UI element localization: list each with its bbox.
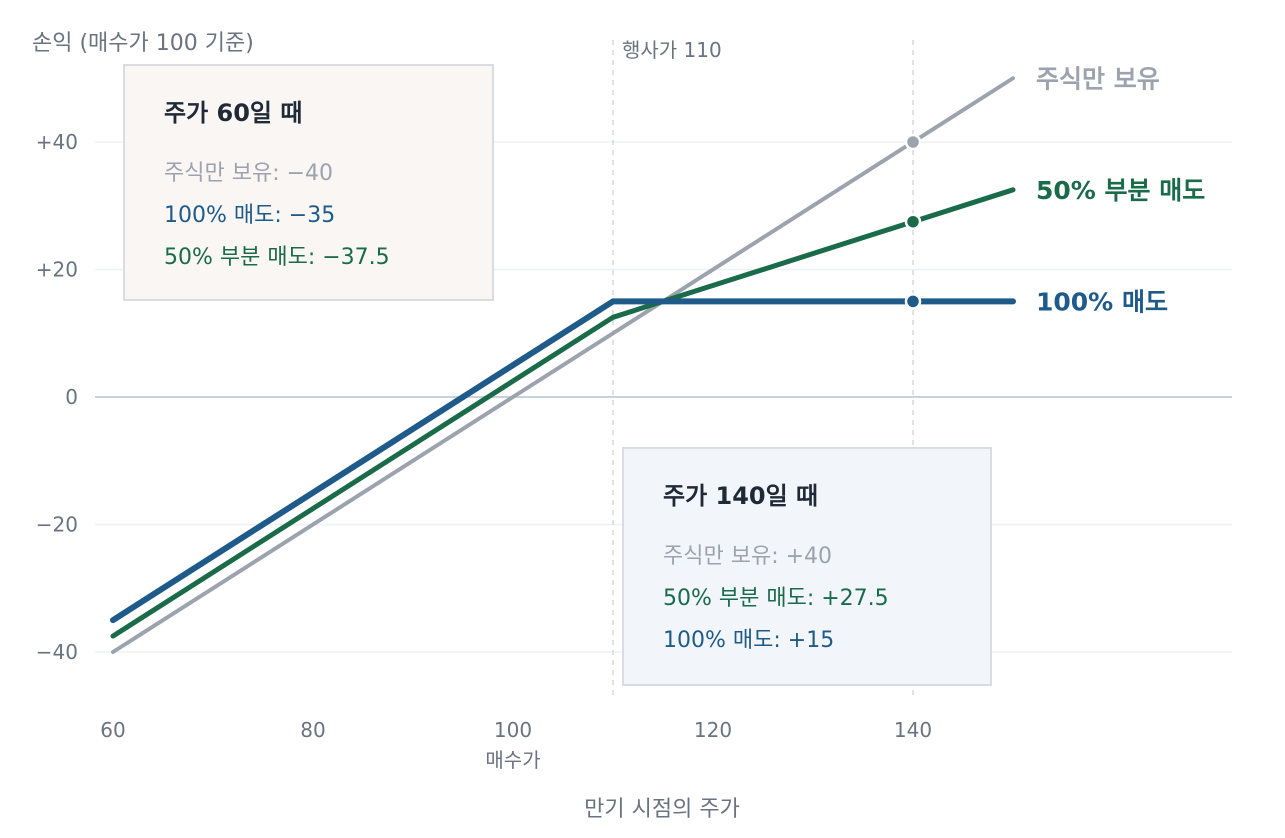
series-line [110,298,1016,624]
callout-box [123,64,494,301]
data-point-marker [904,293,922,310]
series-lines [110,76,1016,654]
x-tick-label: 100 [494,718,532,742]
callout-line: 50% 부분 매도: +27.5 [663,586,889,611]
y-tick-label: 0 [65,385,78,409]
x-tick-label: 80 [300,718,325,742]
callout-title: 주가 60일 때 [164,99,302,127]
callout-title: 주가 140일 때 [663,482,818,510]
x-tick-label: 60 [100,718,125,742]
callout-line: 주식만 보유: +40 [663,544,832,569]
data-point-marker [904,133,922,151]
markers [904,133,922,310]
y-tick-label: +20 [36,258,78,282]
y-axis-title: 손익 (매수가 100 기준) [32,31,254,56]
y-tick-label: −40 [36,640,78,664]
x-axis-title: 만기 시점의 주가 [584,797,740,822]
x-tick-label: 140 [894,718,932,742]
series-line [110,187,1016,639]
series-line [111,76,1015,654]
y-tick-label: −20 [36,513,78,537]
series-label: 주식만 보유 [1036,64,1160,93]
y-tick-label: +40 [36,130,78,154]
x-sublabel-purchase-price: 매수가 [485,748,540,772]
series-label: 50% 부분 매도 [1036,176,1205,205]
strike-price-label: 행사가 110 [622,38,722,62]
callout-line: 주식만 보유: −40 [164,161,333,186]
series-label: 100% 매도 [1036,287,1168,316]
callout-box [622,447,992,686]
x-tick-label: 120 [694,718,732,742]
labels: 손익 (매수가 100 기준) 만기 시점의 주가 +40 +20 0 −20 −40 6… [32,31,1205,822]
callout-line: 100% 매도: +15 [663,628,834,653]
data-point-marker [904,213,922,230]
callout-line: 100% 매도: −35 [164,203,335,228]
callout-line: 50% 부분 매도: −37.5 [164,245,390,270]
